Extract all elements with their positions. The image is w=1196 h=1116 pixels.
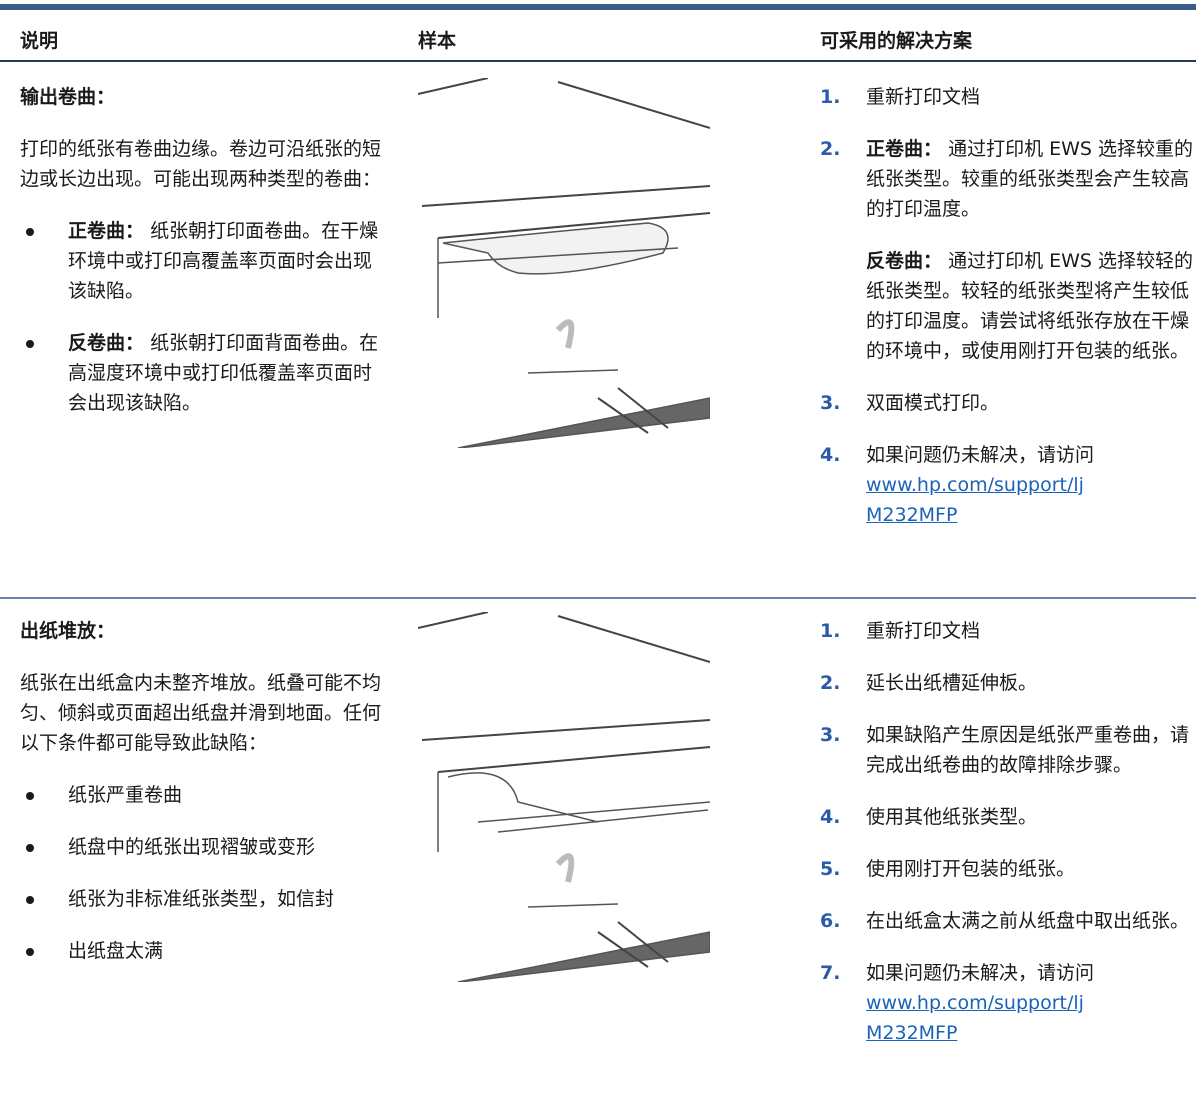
solution-text-body: 延长出纸槽延伸板。	[866, 672, 1038, 694]
solution-item: 4. 如果问题仍未解决，请访问 www.hp.com/support/ljM232M…	[820, 440, 1196, 530]
bullet-term: 正卷曲：	[68, 220, 145, 242]
solution-item: 3. 如果缺陷产生原因是纸张严重卷曲，请完成出纸卷曲的故障排除步骤。	[820, 720, 1196, 780]
row-rule	[0, 597, 1196, 599]
bullet-dot	[26, 792, 34, 800]
header: 说明	[20, 30, 59, 52]
header-rule	[0, 60, 1196, 62]
solution-text-body: 重新打印文档	[866, 620, 981, 642]
solution-text-body: 如果问题仍未解决，请访问	[866, 444, 1095, 466]
bullet-text: 出纸盘太满	[68, 940, 164, 962]
description-cell: 输出卷曲： 打印的纸张有卷曲边缘。卷边可沿纸张的短边或长边出现。可能出现两种类型的…	[20, 82, 382, 440]
sample-image	[418, 612, 710, 982]
sample-image	[418, 78, 710, 448]
solution-text: 在出纸盒太满之前从纸盘中取出纸张。	[866, 906, 1196, 936]
solution-text: 延长出纸槽延伸板。	[866, 668, 1196, 698]
bullet-item: 正卷曲： 纸张朝打印面卷曲。在干燥环境中或打印高覆盖率页面时会出现该缺陷。	[20, 216, 382, 306]
bullet-text: 纸张朝打印面背面卷曲。在高湿度环境中或打印低覆盖率页面时会出现该缺陷。	[68, 332, 379, 414]
solution-cell: 1. 重新打印文档 2. 延长出纸槽延伸板。 3. 如果缺陷产生原因是纸张严重卷曲，请完成…	[820, 616, 1196, 1070]
bullet-text: 纸张严重卷曲	[68, 784, 183, 806]
solution-term: 正卷曲：	[866, 138, 943, 160]
solution-number: 1.	[820, 86, 841, 108]
support-link[interactable]: www.hp.com/support/ljM232MFP	[866, 474, 1084, 526]
bullet-item: 纸盘中的纸张出现褶皱或变形	[20, 832, 382, 862]
bullet-dot	[26, 228, 34, 236]
solution-item: 6. 在出纸盒太满之前从纸盘中取出纸张。	[820, 906, 1196, 936]
solution-item: 7. 如果问题仍未解决，请访问 www.hp.com/support/ljM232M…	[820, 958, 1196, 1048]
solution-number: 6.	[820, 910, 841, 932]
bullet-dot	[26, 896, 34, 904]
bullet-term: 反卷曲：	[68, 332, 145, 354]
row-title: 出纸堆放：	[20, 620, 116, 642]
solution-text: 双面模式打印。	[866, 388, 1196, 418]
solution-item: 4. 使用其他纸张类型。	[820, 802, 1196, 832]
solution-term: 反卷曲：	[866, 250, 943, 272]
solution-number: 4.	[820, 444, 841, 466]
solution-number: 7.	[820, 962, 841, 984]
description: 打印的纸张有卷曲边缘。卷边可沿纸张的短边或长边出现。可能出现两种类型的卷曲：	[20, 138, 382, 190]
solution-text: 重新打印文档	[866, 616, 1196, 646]
bullet-item: 纸张严重卷曲	[20, 780, 382, 810]
top-bar	[0, 4, 1196, 10]
description: 纸张在出纸盒内未整齐堆放。纸叠可能不均匀、倾斜或页面超出纸盘并滑到地面。任何以下…	[20, 672, 382, 754]
solution-text-body: 使用其他纸张类型。	[866, 806, 1038, 828]
bullet-dot	[26, 844, 34, 852]
solution-item: 5. 使用刚打开包装的纸张。	[820, 854, 1196, 884]
solution-item: 2. 延长出纸槽延伸板。	[820, 668, 1196, 698]
solution-text-body: 重新打印文档	[866, 86, 981, 108]
bullet-dot	[26, 340, 34, 348]
solution-item: 1. 重新打印文档	[820, 616, 1196, 646]
solution-number: 2.	[820, 138, 841, 160]
bullet-item: 出纸盘太满	[20, 936, 382, 966]
solution-text-body: 双面模式打印。	[866, 392, 1000, 414]
solution-text: 正卷曲： 通过打印机 EWS 选择较重的纸张类型。较重的纸张类型会产生较高的打印…	[866, 134, 1196, 224]
solution-text: 如果缺陷产生原因是纸张严重卷曲，请完成出纸卷曲的故障排除步骤。	[866, 720, 1196, 780]
solution-text: 重新打印文档	[866, 82, 1196, 112]
solution-number: 3.	[820, 392, 841, 414]
solution-text: 反卷曲： 通过打印机 EWS 选择较轻的纸张类型。较轻的纸张类型将产生较低的打印…	[866, 246, 1196, 366]
solution-text-body: 通过打印机 EWS 选择较轻的纸张类型。较轻的纸张类型将产生较低的打印温度。请尝…	[866, 250, 1193, 362]
solution-text: 使用刚打开包装的纸张。	[866, 854, 1196, 884]
solution-text-body: 如果缺陷产生原因是纸张严重卷曲，请完成出纸卷曲的故障排除步骤。	[866, 724, 1190, 776]
solution-text-body: 使用刚打开包装的纸张。	[866, 858, 1076, 880]
bullet-dot	[26, 948, 34, 956]
solution-text: 如果问题仍未解决，请访问 www.hp.com/support/ljM232MFP	[866, 440, 1196, 530]
bullet-text: 纸张朝打印面卷曲。在干燥环境中或打印高覆盖率页面时会出现该缺陷。	[68, 220, 379, 302]
solution-text: 如果问题仍未解决，请访问 www.hp.com/support/ljM232MFP	[866, 958, 1196, 1048]
bullet-item: 反卷曲： 纸张朝打印面背面卷曲。在高湿度环境中或打印低覆盖率页面时会出现该缺陷。	[20, 328, 382, 418]
bullet-text: 纸张为非标准纸张类型，如信封	[68, 888, 335, 910]
description-cell: 出纸堆放： 纸张在出纸盒内未整齐堆放。纸叠可能不均匀、倾斜或页面超出纸盘并滑到地面…	[20, 616, 382, 988]
solution-number: 4.	[820, 806, 841, 828]
solution-text-body: 通过打印机 EWS 选择较重的纸张类型。较重的纸张类型会产生较高的打印温度。	[866, 138, 1193, 220]
solution-item: 1. 重新打印文档	[820, 82, 1196, 112]
solution-number: 2.	[820, 672, 841, 694]
solution-number: 3.	[820, 724, 841, 746]
bullet-item: 纸张为非标准纸张类型，如信封	[20, 884, 382, 914]
solution-cell: 1. 重新打印文档 2. 正卷曲： 通过打印机 EWS 选择较重的纸张类型。较重的纸张…	[820, 82, 1196, 552]
solution-number: 5.	[820, 858, 841, 880]
support-link[interactable]: www.hp.com/support/ljM232MFP	[866, 992, 1084, 1044]
solution-item: 2. 正卷曲： 通过打印机 EWS 选择较重的纸张类型。较重的纸张类型会产生较高的…	[820, 134, 1196, 366]
row-title: 输出卷曲：	[20, 86, 116, 108]
bullet-text: 纸盘中的纸张出现褶皱或变形	[68, 836, 316, 858]
header: 样本	[418, 30, 457, 52]
solution-text: 使用其他纸张类型。	[866, 802, 1196, 832]
solution-text-body: 如果问题仍未解决，请访问	[866, 962, 1095, 984]
solution-number: 1.	[820, 620, 841, 642]
header: 可采用的解决方案	[820, 30, 973, 52]
solution-item: 3. 双面模式打印。	[820, 388, 1196, 418]
solution-text-body: 在出纸盒太满之前从纸盘中取出纸张。	[866, 910, 1190, 932]
